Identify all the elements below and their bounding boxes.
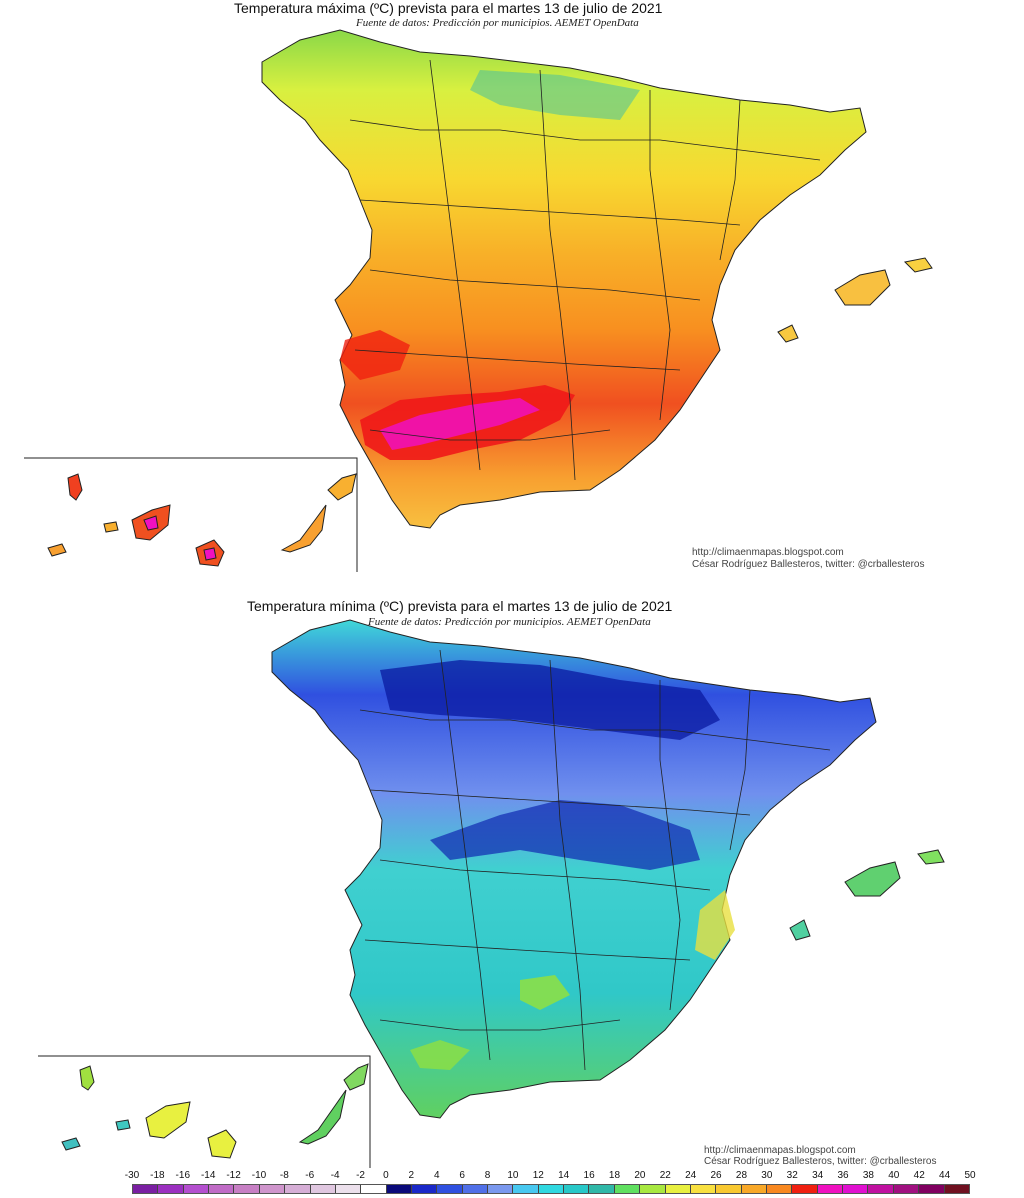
legend-swatch bbox=[234, 1185, 260, 1193]
legend-swatch bbox=[564, 1185, 590, 1193]
credit-url: http://climaenmapas.blogspot.com bbox=[704, 1145, 856, 1156]
legend-swatch bbox=[893, 1185, 920, 1193]
max-temperature-map: Temperatura máxima (ºC) prevista para el… bbox=[0, 0, 1024, 590]
legend-label: 26 bbox=[710, 1170, 722, 1181]
legend-label: 16 bbox=[583, 1170, 595, 1181]
legend-swatch bbox=[919, 1185, 945, 1193]
legend-label: -4 bbox=[330, 1170, 340, 1181]
credit-author: César Rodríguez Ballesteros, twitter: @c… bbox=[692, 559, 925, 570]
legend-swatch bbox=[158, 1185, 184, 1193]
legend-label: -8 bbox=[279, 1170, 289, 1181]
legend-label: -16 bbox=[175, 1170, 191, 1181]
legend-swatch bbox=[843, 1185, 869, 1193]
legend-label: 8 bbox=[484, 1170, 491, 1181]
legend-swatch bbox=[741, 1185, 767, 1193]
balearic-ibiza bbox=[789, 919, 811, 941]
legend-label: 30 bbox=[761, 1170, 773, 1181]
legend-swatch bbox=[183, 1185, 210, 1193]
balearic-ibiza bbox=[777, 324, 799, 343]
legend-label: 50 bbox=[964, 1170, 976, 1181]
max-temperature-map-graphic bbox=[24, 29, 933, 572]
legend-swatch bbox=[411, 1185, 438, 1193]
legend-label: 22 bbox=[659, 1170, 671, 1181]
legend-label: 0 bbox=[383, 1170, 389, 1181]
map-subtitle: Fuente de datos: Predicción por municipi… bbox=[368, 616, 651, 628]
legend-label: -2 bbox=[356, 1170, 365, 1181]
canary-islands bbox=[61, 1063, 369, 1159]
legend-swatch bbox=[614, 1185, 641, 1193]
map-subtitle: Fuente de datos: Predicción por municipi… bbox=[356, 17, 639, 29]
legend-label: -6 bbox=[305, 1170, 315, 1181]
legend-label: 44 bbox=[939, 1170, 951, 1181]
legend-swatch bbox=[868, 1185, 894, 1193]
legend-label: 4 bbox=[433, 1170, 440, 1181]
legend-swatch bbox=[716, 1185, 742, 1193]
legend-label: 6 bbox=[459, 1170, 465, 1181]
map-title: Temperatura mínima (ºC) prevista para el… bbox=[247, 598, 673, 614]
legend-label: 36 bbox=[837, 1170, 849, 1181]
legend-label: -18 bbox=[150, 1170, 165, 1181]
credit-author: César Rodríguez Ballesteros, twitter: @c… bbox=[704, 1156, 937, 1167]
legend-label: 18 bbox=[608, 1170, 621, 1181]
legend-label: 12 bbox=[532, 1170, 544, 1181]
legend-label: -12 bbox=[226, 1170, 241, 1181]
legend-swatch bbox=[589, 1185, 615, 1193]
legend-swatch bbox=[513, 1185, 539, 1193]
min-temperature-map: Temperatura mínima (ºC) prevista para el… bbox=[0, 590, 1024, 1168]
canary-islands bbox=[47, 473, 357, 567]
legend-label: 20 bbox=[634, 1170, 646, 1181]
legend-label: 28 bbox=[735, 1170, 748, 1181]
legend-swatch bbox=[437, 1185, 463, 1193]
legend-swatch bbox=[817, 1185, 844, 1193]
legend-label: 32 bbox=[786, 1170, 798, 1181]
legend-swatch bbox=[361, 1185, 387, 1193]
legend-swatch bbox=[488, 1185, 514, 1193]
legend-swatch bbox=[133, 1185, 159, 1193]
legend-swatch bbox=[766, 1185, 793, 1193]
legend-swatch bbox=[386, 1185, 412, 1193]
legend-label: 38 bbox=[862, 1170, 874, 1181]
balearic-mallorca bbox=[834, 269, 891, 306]
legend-swatch bbox=[259, 1185, 286, 1193]
min-temperature-map-graphic bbox=[38, 619, 945, 1168]
legend-label: -14 bbox=[200, 1170, 216, 1181]
peninsula-shape bbox=[271, 619, 877, 1119]
legend-label: 10 bbox=[507, 1170, 519, 1181]
balearic-mallorca bbox=[844, 861, 901, 897]
legend-color-bar bbox=[132, 1184, 970, 1194]
province-borders bbox=[359, 649, 831, 1071]
balearic-menorca bbox=[903, 257, 933, 273]
legend-swatch bbox=[792, 1185, 818, 1193]
legend-swatch bbox=[665, 1185, 691, 1193]
legend-swatch bbox=[335, 1185, 362, 1193]
legend-label: -30 bbox=[124, 1170, 140, 1181]
legend-swatch bbox=[640, 1185, 666, 1193]
legend-swatch bbox=[462, 1185, 489, 1193]
map-title: Temperatura máxima (ºC) prevista para el… bbox=[234, 0, 663, 16]
legend-swatch bbox=[310, 1185, 336, 1193]
color-legend: -30 -18 -16 -14 -12 -10 -8 -6 -4 -2 0 2 4 6 8 10 12 14 16 1… bbox=[0, 1168, 1024, 1198]
legend-label: -10 bbox=[251, 1170, 267, 1181]
legend-swatch bbox=[209, 1185, 235, 1193]
province-borders bbox=[349, 59, 821, 481]
legend-swatch bbox=[944, 1185, 969, 1193]
legend-swatch bbox=[690, 1185, 717, 1193]
legend-label: 42 bbox=[913, 1170, 925, 1181]
legend-swatch bbox=[285, 1185, 311, 1193]
legend-label: 14 bbox=[558, 1170, 570, 1181]
legend-label: 2 bbox=[408, 1170, 415, 1181]
credit-url: http://climaenmapas.blogspot.com bbox=[692, 547, 844, 558]
balearic-menorca bbox=[917, 849, 945, 865]
legend-swatch bbox=[538, 1185, 565, 1193]
legend-label: 34 bbox=[812, 1170, 824, 1181]
legend-label: 40 bbox=[888, 1170, 900, 1181]
legend-label: 24 bbox=[685, 1170, 697, 1181]
